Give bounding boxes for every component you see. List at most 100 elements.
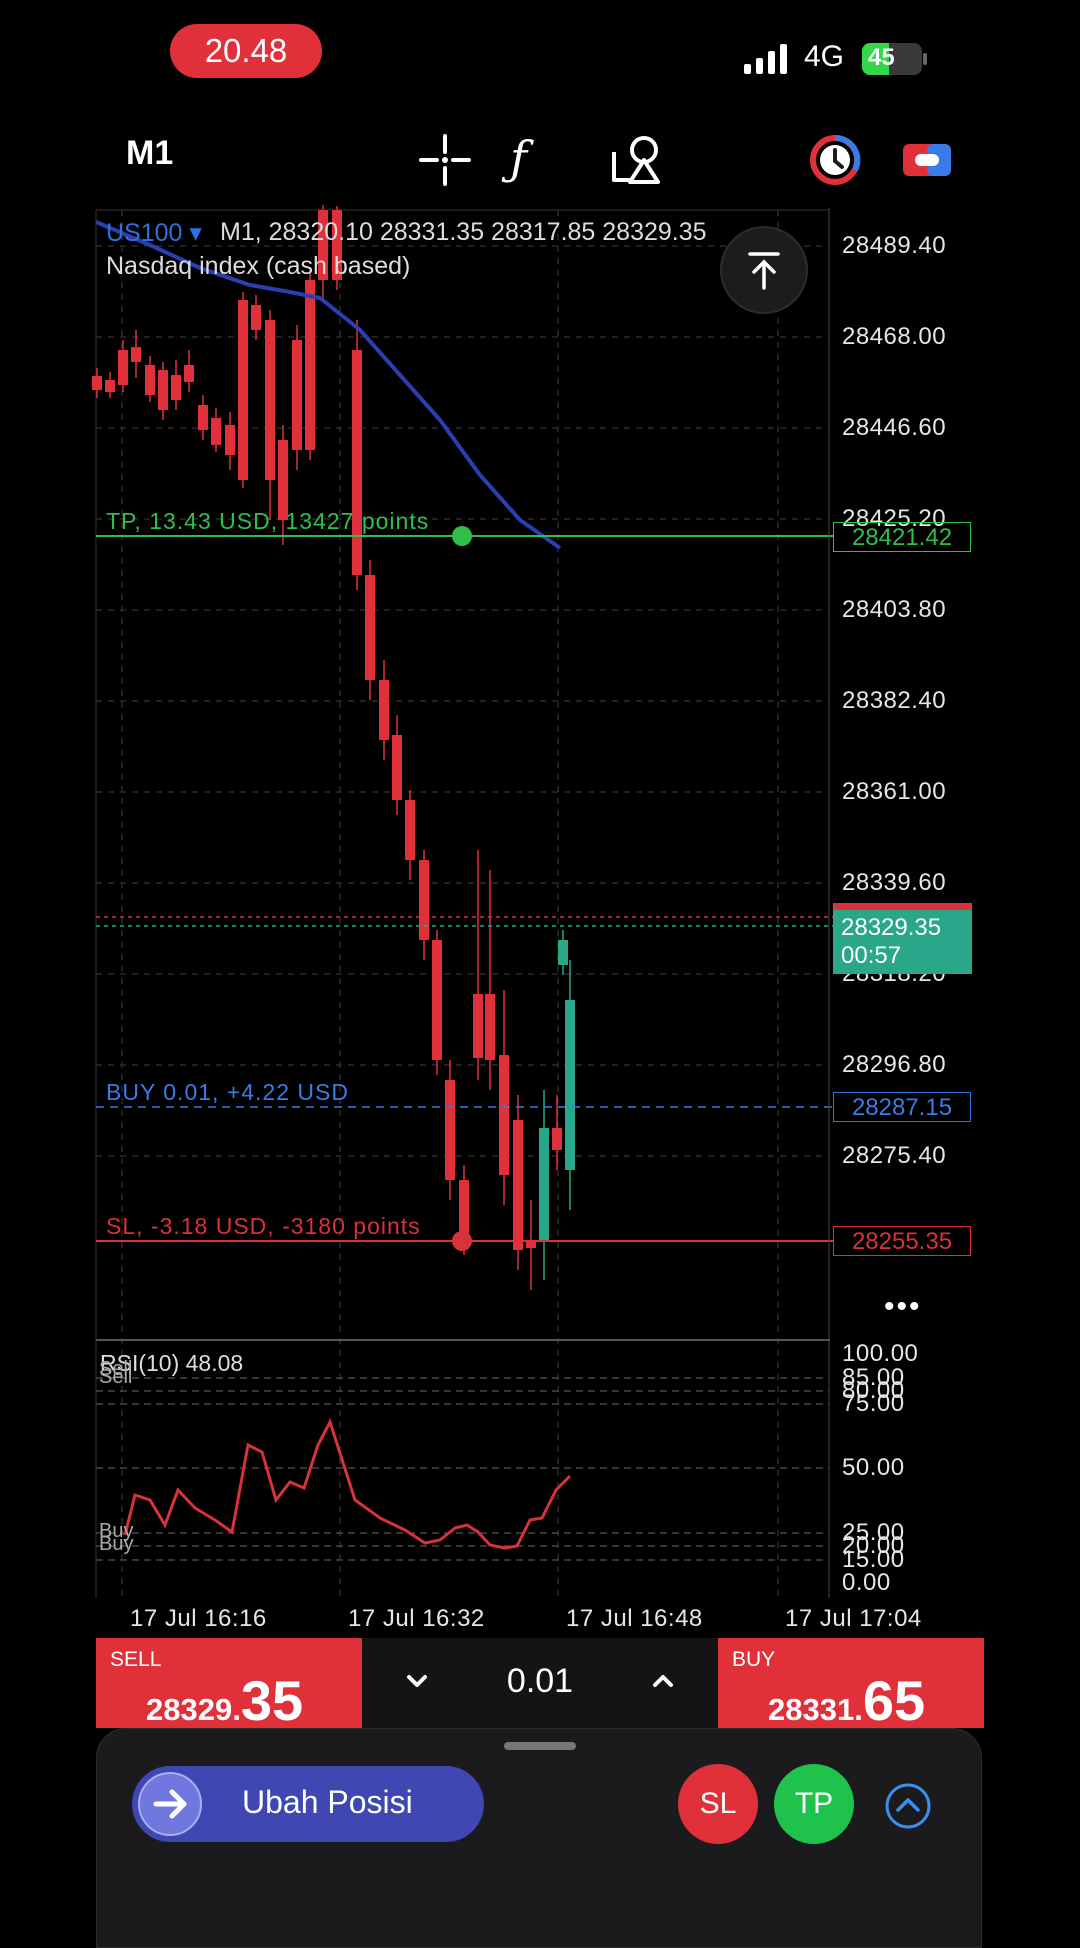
battery-icon: 45 [862, 43, 922, 75]
candle-body [92, 376, 102, 390]
sell-price: 28329.35 [146, 1669, 304, 1732]
ask-price-tag [833, 903, 972, 913]
candle-body [238, 300, 248, 480]
price-axis-label: 28403.80 [842, 596, 947, 623]
rsi-axis-label: 20.00 [842, 1532, 905, 1559]
candle-body [158, 370, 168, 410]
battery-level: 45 [868, 44, 895, 71]
candle-body [526, 1240, 536, 1248]
price-axis-label: 28339.60 [842, 869, 947, 896]
bar-countdown: 00:57 [841, 942, 902, 969]
candle-body [552, 1128, 562, 1150]
candle-body [379, 680, 389, 740]
price-axis-label: 28468.00 [842, 323, 947, 350]
scroll-to-latest-button[interactable] [720, 226, 808, 314]
rsi-axis-label: 50.00 [842, 1454, 905, 1481]
candle-body [445, 1080, 455, 1180]
sell-button[interactable]: SELL 28329.35 [96, 1638, 362, 1732]
rsi-sell-tag: Sell [99, 1366, 133, 1388]
price-chart[interactable] [0, 200, 1080, 1620]
buy-label: BUY [732, 1648, 776, 1671]
rsi-buy-tag: Buy [99, 1533, 134, 1555]
buy-price-tag: 28287.15 [833, 1092, 971, 1122]
sell-label: SELL [110, 1648, 162, 1671]
stop-loss-button[interactable]: SL [678, 1764, 758, 1844]
candle-body [318, 210, 328, 280]
candle-body [332, 210, 342, 280]
candle-body [265, 320, 275, 480]
rsi-axis-label: 15.00 [842, 1546, 905, 1573]
symbol-caret-icon: ▾ [189, 219, 202, 247]
candle-body [251, 305, 261, 330]
candle-body [305, 280, 315, 450]
tp-price-tag: 28421.42 [833, 522, 971, 552]
take-profit-button[interactable]: TP [774, 1764, 854, 1844]
lot-size-control: 0.01 [362, 1638, 718, 1728]
candle-body [184, 365, 194, 382]
sheet-drag-handle[interactable] [504, 1742, 576, 1750]
chevron-up-circle-icon[interactable] [884, 1782, 932, 1830]
time-axis-label: 17 Jul 17:04 [785, 1605, 922, 1632]
sl-handle [452, 1231, 472, 1251]
price-axis-label: 28296.80 [842, 1051, 947, 1078]
modify-position-button[interactable]: Ubah Posisi [132, 1766, 484, 1842]
sl-line-label[interactable]: SL, -3.18 USD, -3180 points [106, 1213, 421, 1239]
symbol-description: Nasdaq index (cash based) [106, 252, 411, 280]
symbol-name: US100 [106, 219, 183, 247]
candle-body [292, 340, 302, 450]
time-axis-label: 17 Jul 16:32 [348, 1605, 485, 1632]
candle-body [499, 1055, 509, 1175]
price-axis-label: 28489.40 [842, 232, 947, 259]
lot-size-value[interactable]: 0.01 [506, 1662, 574, 1700]
trade-icon[interactable] [897, 130, 957, 190]
candle-body [405, 800, 415, 860]
network-label: 4G [804, 40, 845, 73]
candle-body [131, 347, 141, 362]
candle-body [211, 418, 221, 445]
time-axis-label: 17 Jul 16:48 [566, 1605, 703, 1632]
bid-price: 28329.35 [841, 914, 942, 941]
crosshair-icon[interactable] [415, 130, 475, 190]
rsi-sell-tag: Sell [99, 1358, 133, 1380]
chevron-up-icon[interactable] [648, 1666, 678, 1696]
candle-body [513, 1120, 523, 1250]
rsi-grid [96, 1377, 829, 1561]
candle-body [558, 940, 568, 965]
rsi-line [123, 1418, 572, 1550]
candle-body [105, 380, 115, 392]
rsi-title: RSI(10) 48.08 [100, 1350, 244, 1376]
candle-body [432, 940, 442, 1060]
rsi-buy-tag: Buy [99, 1520, 134, 1542]
candle-body [565, 1000, 575, 1170]
more-options-button[interactable]: ••• [884, 1290, 922, 1323]
time-axis-label: 17 Jul 16:16 [130, 1605, 267, 1632]
clock-icon[interactable] [805, 130, 865, 190]
tp-line-label[interactable]: TP, 13.43 USD, 13427 points [106, 508, 430, 534]
candle-body [419, 860, 429, 940]
bid-price-tag: 28329.35 00:57 [833, 910, 972, 974]
candle-body [118, 350, 128, 385]
price-axis-label: 28382.40 [842, 687, 947, 714]
status-time: 20.48 [170, 24, 322, 78]
rsi-axis-label: 75.00 [842, 1390, 905, 1417]
ohlc-readout: M1, 28320.10 28331.35 28317.85 28329.35 [220, 218, 707, 246]
modify-position-label: Ubah Posisi [242, 1784, 413, 1820]
buy-button[interactable]: BUY 28331.65 [718, 1638, 984, 1732]
price-axis-label: 28275.40 [842, 1142, 947, 1169]
arrow-right-icon [138, 1772, 202, 1836]
sl-price-tag: 28255.35 [833, 1226, 971, 1256]
function-icon[interactable]: ƒ [510, 131, 528, 185]
rsi-axis-label: 100.00 [842, 1340, 919, 1367]
shapes-icon[interactable] [606, 130, 666, 190]
timeframe-button[interactable]: M1 [126, 134, 174, 172]
candle-body [485, 994, 495, 1060]
symbol-selector[interactable]: US100 ▾ [106, 218, 202, 248]
chevron-down-icon[interactable] [402, 1666, 432, 1696]
price-axis-label: 28425.20 [842, 505, 947, 532]
buy-position-label[interactable]: BUY 0.01, +4.22 USD [106, 1079, 349, 1105]
rsi-axis-label: 25.00 [842, 1519, 905, 1546]
price-axis-label: 28361.00 [842, 778, 947, 805]
rsi-axis-label: 85.00 [842, 1364, 905, 1391]
candle-body [171, 375, 181, 400]
candle-body [198, 405, 208, 430]
